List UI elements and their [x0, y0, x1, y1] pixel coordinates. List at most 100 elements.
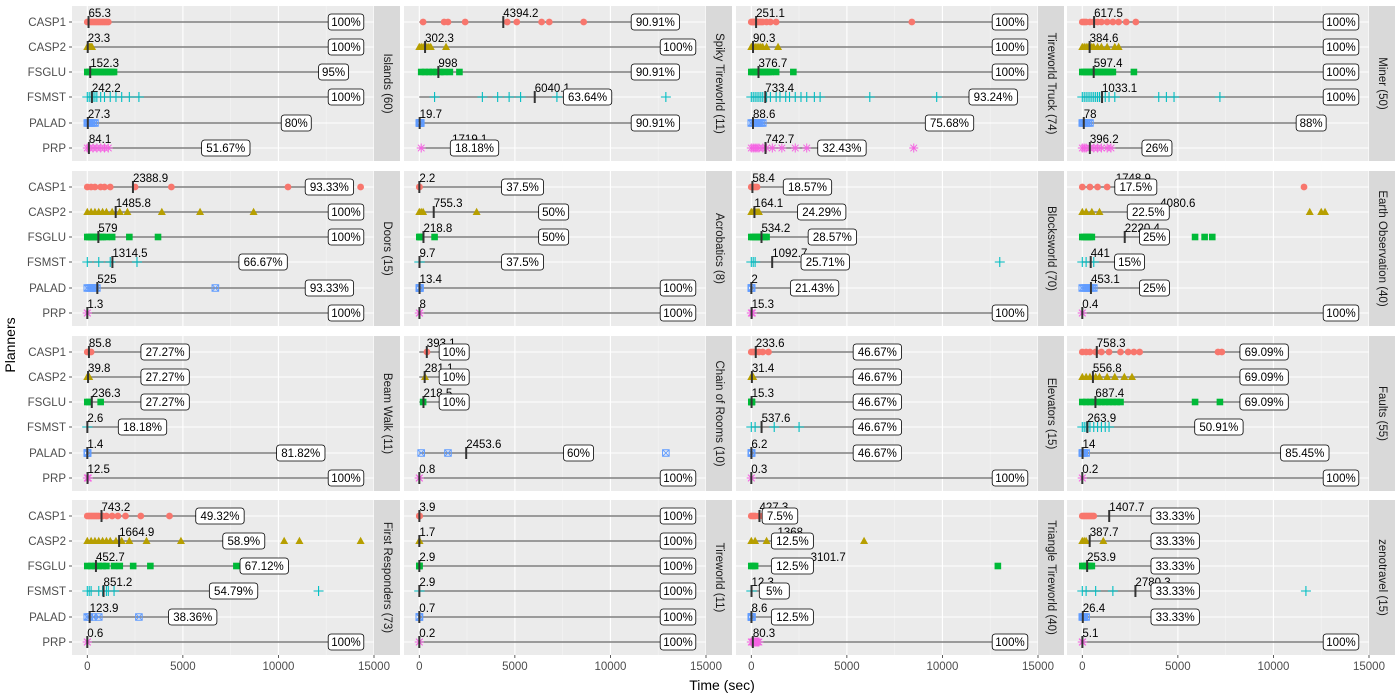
strip-background	[1369, 500, 1395, 655]
asterisk-marker	[1106, 143, 1116, 153]
panel-background	[72, 171, 374, 326]
planner-row: 0.8 100%	[414, 464, 697, 487]
coverage-label: 90.91%	[636, 17, 675, 29]
planner-row: 0.7 100%	[415, 603, 697, 626]
circle-marker	[1132, 18, 1140, 26]
coverage-box	[304, 279, 355, 297]
mean-label: 534.2	[762, 223, 791, 235]
coverage-label: 100%	[995, 637, 1024, 649]
planner-row: 13.4 100%	[415, 274, 697, 297]
planner-row: 2.6 18.18%	[82, 413, 168, 436]
square-marker	[772, 68, 780, 76]
circle-marker	[1124, 348, 1132, 356]
coverage-box	[140, 368, 190, 386]
mean-label: 742.7	[765, 134, 794, 146]
planner-row: 743.2 49.32%	[83, 502, 245, 525]
coverage-label: 10%	[443, 347, 466, 359]
square-marker	[1113, 398, 1120, 406]
triangle-marker	[1095, 372, 1104, 380]
coverage-box	[852, 343, 902, 361]
coverage-box	[563, 444, 594, 462]
coverage-box	[239, 557, 289, 575]
coverage-label: 50%	[542, 232, 565, 244]
plus-marker	[815, 92, 826, 102]
facet-strip: Triangle Tireworld (40)	[1038, 500, 1064, 655]
planner-row: 556.8 69.09%	[1078, 363, 1289, 386]
coverage-label: 100%	[331, 232, 360, 244]
coverage-box	[659, 532, 697, 550]
coverage-label: 75.68%	[930, 118, 969, 130]
plus-marker	[1090, 586, 1101, 596]
coverage-label: 21.43%	[795, 283, 834, 295]
square-marker	[147, 562, 154, 570]
coverage-label: 24.29%	[802, 207, 841, 219]
square-marker	[233, 562, 240, 570]
y-tick-label: PRP	[42, 143, 66, 155]
y-tick-label: FSGLU	[28, 232, 66, 244]
coverage-box	[807, 228, 857, 246]
planner-row: 2.2 37.5%	[415, 173, 544, 196]
mean-label: 15.3	[752, 299, 774, 311]
square-marker	[95, 562, 103, 570]
mean-label: 13.4	[420, 274, 443, 286]
facet-strip: First Responders (73)	[374, 500, 400, 655]
facet-strip: Earth Observation (40)	[1369, 171, 1395, 326]
planner-row: 12.5 100%	[82, 464, 365, 487]
circle-marker	[1098, 18, 1105, 26]
square-marker	[1090, 398, 1098, 406]
coverage-label: 100%	[331, 17, 360, 29]
plus-marker	[931, 92, 942, 102]
coverage-label: 12.5%	[776, 536, 809, 548]
panel-background	[1067, 336, 1369, 491]
coverage-box	[782, 178, 833, 196]
panel-background	[736, 6, 1038, 161]
strip-label: zenotravel (15)	[1376, 539, 1388, 616]
mean-label: 441	[1091, 248, 1110, 260]
circle-marker	[444, 18, 452, 26]
plus-marker	[133, 92, 144, 102]
circle-marker	[767, 18, 774, 26]
triangle-marker	[102, 207, 111, 215]
coverage-box	[1322, 63, 1360, 81]
planner-row: 393.110%	[419, 338, 470, 361]
square-marker	[87, 562, 95, 570]
plus-marker	[93, 257, 104, 267]
plus-marker	[1081, 586, 1092, 596]
x-tick-label: 10000	[926, 661, 958, 673]
mean-label: 1485.8	[116, 198, 151, 210]
plus-marker	[750, 422, 761, 432]
triangle-marker	[280, 536, 289, 544]
coverage-label: 100%	[663, 42, 692, 54]
coverage-box	[991, 633, 1029, 651]
triangle-marker	[123, 207, 132, 215]
plus-marker	[750, 257, 761, 267]
square-marker	[1191, 398, 1199, 406]
panels-layer: Islands (60) 65.3 100% 23.3 100% 152.3 95% 242.…	[27, 6, 1395, 673]
square-marker	[425, 68, 433, 76]
y-tick-label: PALAD	[29, 283, 66, 295]
plus-marker	[1300, 586, 1311, 596]
coverage-box	[304, 178, 355, 196]
triangle-marker	[125, 536, 134, 544]
mean-label: 687.4	[1095, 388, 1124, 400]
planner-row: 218.510%	[419, 388, 470, 411]
circle-marker	[1122, 18, 1130, 26]
planner-row: 1485.8 100%	[83, 198, 365, 221]
strip-background	[706, 171, 732, 326]
y-tick-label: CASP2	[28, 207, 66, 219]
coverage-box	[852, 368, 902, 386]
circle-marker	[545, 18, 553, 26]
planner-row: 84.1 51.67%	[82, 134, 251, 157]
square-marker	[1078, 398, 1086, 406]
square-marker	[83, 562, 91, 570]
coverage-label: 17.5%	[1120, 182, 1153, 194]
plus-marker	[504, 92, 515, 102]
planner-row: 236.3 27.27%	[83, 388, 190, 411]
planner-row: 453.1 25%	[1078, 274, 1170, 297]
y-tick-label: CASP2	[28, 42, 66, 54]
coverage-box	[1322, 633, 1360, 651]
triangle-marker	[1099, 536, 1108, 544]
coverage-label: 100%	[1326, 308, 1355, 320]
coverage-box	[140, 393, 190, 411]
facet-panel: Faults (55) 758.3 69.09% 556.8 69.09% 687.4 69…	[1067, 336, 1395, 491]
